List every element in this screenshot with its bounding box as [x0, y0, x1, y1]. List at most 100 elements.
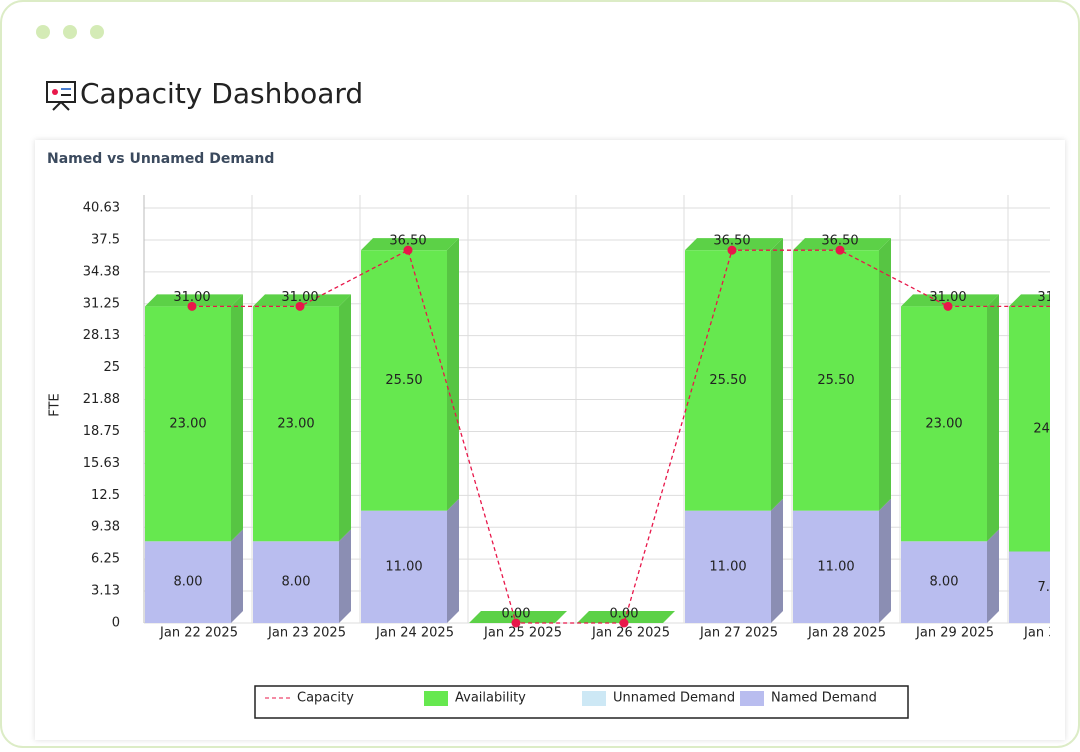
- bar-side: [447, 238, 459, 511]
- chart-title: Named vs Unnamed Demand: [47, 151, 274, 167]
- value-label: 31.00: [281, 290, 318, 305]
- y-tick-label: 9.38: [91, 520, 120, 535]
- bar-top: [145, 294, 243, 307]
- value-label: 25.50: [817, 373, 854, 388]
- value-label: 11.00: [709, 559, 746, 574]
- capacity-point: [403, 245, 413, 255]
- value-label: 36.50: [821, 234, 858, 249]
- bar-side: [987, 529, 999, 623]
- y-tick-label: 0: [112, 616, 120, 631]
- bar-segment: [793, 250, 879, 511]
- bar-top: [361, 238, 459, 251]
- y-tick-label: 6.25: [91, 552, 120, 567]
- value-label: 8.00: [174, 575, 203, 590]
- bar-segment: [145, 541, 231, 623]
- capacity-point: [187, 301, 197, 311]
- x-tick-label: Jan 22 2025: [159, 626, 238, 641]
- bar-top: [1009, 294, 1050, 307]
- value-label: 31.00: [1037, 290, 1074, 305]
- capacity-line: [192, 249, 1050, 624]
- bar-side: [447, 498, 459, 623]
- bar-top: [685, 238, 783, 251]
- value-label: 31.00: [929, 290, 966, 305]
- bar-side: [339, 529, 351, 623]
- capacity-point: [835, 245, 845, 255]
- legend-swatch: [740, 691, 764, 706]
- capacity-point: [943, 301, 953, 311]
- value-label: 23.00: [169, 416, 206, 431]
- bar-segment: [253, 541, 339, 623]
- bar-segment: [1009, 306, 1050, 552]
- capacity-point: [511, 618, 521, 628]
- value-label: 8.00: [930, 575, 959, 590]
- bar-side: [231, 529, 243, 623]
- bar-segment: [901, 306, 987, 542]
- legend-label: Capacity: [297, 691, 354, 706]
- value-label: 25.50: [709, 373, 746, 388]
- x-tick-label: Jan 29 2025: [915, 626, 994, 641]
- y-tick-label: 12.5: [91, 488, 120, 503]
- y-tick-label: 15.63: [83, 456, 120, 471]
- value-label: 7.00: [1038, 580, 1067, 595]
- y-tick-label: 37.5: [91, 232, 120, 247]
- x-tick-label: Jan 24 2025: [375, 626, 454, 641]
- bar-side: [231, 294, 243, 542]
- bar-segment: [901, 541, 987, 623]
- window-dot: [63, 25, 77, 39]
- y-tick-label: 40.63: [83, 201, 120, 216]
- bar-segment: [1009, 551, 1050, 623]
- value-label: 36.50: [389, 234, 426, 249]
- bar-side: [339, 294, 351, 542]
- bar-segment: [361, 510, 447, 623]
- value-label: 23.00: [277, 416, 314, 431]
- bar-segment: [361, 250, 447, 511]
- bar-side: [771, 238, 783, 511]
- plot: 8.00 23.00 Jan 22 2025 8.00 23.00 Jan 23 2025…: [143, 195, 1080, 641]
- bar-top: [253, 294, 351, 307]
- window-dot: [36, 25, 50, 39]
- value-label: 36.50: [713, 234, 750, 249]
- bar-top: [469, 611, 567, 623]
- x-tick-label: Jan 30 2025: [1023, 626, 1080, 641]
- dashboard-icon: [46, 81, 76, 111]
- y-axis-label: FTE: [48, 393, 63, 416]
- y-tick-label: 25: [103, 360, 120, 375]
- x-tick-label: Jan 28 2025: [807, 626, 886, 641]
- value-label: 25.50: [385, 373, 422, 388]
- value-label: 8.00: [282, 575, 311, 590]
- y-tick-label: 31.25: [83, 296, 120, 311]
- x-tick-label: Jan 25 2025: [483, 626, 562, 641]
- bar-top: [901, 294, 999, 307]
- legend-items: Capacity Availability Unnamed Demand Named …: [265, 691, 877, 706]
- bar-segment: [685, 250, 771, 511]
- bar-segment: [793, 510, 879, 623]
- capacity-point: [295, 301, 305, 311]
- page-title: Capacity Dashboard: [80, 77, 363, 110]
- y-tick-label: 28.13: [83, 328, 120, 343]
- value-label: 0.00: [610, 607, 639, 622]
- value-label: 11.00: [817, 559, 854, 574]
- y-tick-label: 18.75: [83, 424, 120, 439]
- legend-label: Availability: [455, 691, 526, 706]
- legend-swatch: [424, 691, 448, 706]
- value-label: 24.00: [1033, 421, 1070, 436]
- y-tick-label: 3.13: [91, 584, 120, 599]
- bar-segment: [685, 510, 771, 623]
- legend-label: Named Demand: [771, 691, 877, 706]
- bar-side: [879, 238, 891, 511]
- bar-side: [879, 498, 891, 623]
- bar-top: [577, 611, 675, 623]
- legend-swatch: [582, 691, 606, 706]
- bar-segment: [145, 306, 231, 542]
- x-tick-label: Jan 27 2025: [699, 626, 778, 641]
- y-tick-label: 21.88: [83, 392, 120, 407]
- legend: [254, 685, 909, 719]
- legend-label: Unnamed Demand: [613, 691, 735, 706]
- bar-top: [793, 238, 891, 251]
- x-tick-label: Jan 26 2025: [591, 626, 670, 641]
- y-tick-label: 34.38: [83, 264, 120, 279]
- bar-side: [987, 294, 999, 542]
- value-label: 11.00: [385, 559, 422, 574]
- bar-segment: [253, 306, 339, 542]
